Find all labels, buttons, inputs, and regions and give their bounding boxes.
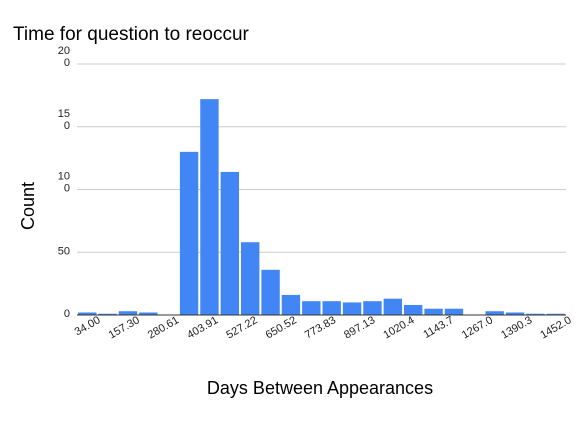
bar xyxy=(180,152,198,315)
bars xyxy=(78,99,565,315)
x-axis-ticks: 34.00 157.30 280.61 403.91 527.22 650.52 773.8… xyxy=(73,314,574,341)
bar xyxy=(343,302,361,315)
x-tick-label: 280.61 xyxy=(146,314,181,341)
bar xyxy=(363,301,381,315)
y-tick-label: 10 0 xyxy=(58,171,70,195)
y-axis-title: Count xyxy=(18,182,38,230)
y-tick-label: 50 xyxy=(58,245,70,257)
bar xyxy=(200,99,218,315)
x-tick-label: 773.83 xyxy=(303,314,338,341)
bar xyxy=(424,309,442,315)
bar xyxy=(445,309,463,315)
y-tick-label: 20 0 xyxy=(58,45,70,69)
bar xyxy=(302,301,320,315)
x-tick-label: 157.30 xyxy=(107,314,142,341)
bar xyxy=(384,299,402,315)
bar xyxy=(261,270,279,315)
x-tick-label: 1143.7 xyxy=(421,314,455,341)
x-tick-label: 403.91 xyxy=(185,314,220,341)
x-tick-label: 1390.3 xyxy=(499,314,534,341)
x-tick-label: 1267.0 xyxy=(460,314,495,341)
x-tick-label: 650.52 xyxy=(264,314,299,341)
x-tick-label: 897.13 xyxy=(342,314,377,341)
bar xyxy=(241,242,259,315)
x-tick-label: 1020.4 xyxy=(381,314,416,341)
bar xyxy=(221,172,239,315)
x-tick-label: 34.00 xyxy=(73,314,103,338)
x-axis-title: Days Between Appearances xyxy=(207,378,433,398)
bar xyxy=(323,301,341,315)
x-tick-label: 527.22 xyxy=(224,314,259,341)
gridlines xyxy=(77,64,566,252)
x-tick-label: 1452.0 xyxy=(538,314,573,341)
chart-title: Time for question to reoccur xyxy=(13,24,250,45)
bar xyxy=(404,305,422,315)
y-tick-label: 0 xyxy=(64,308,70,320)
bar xyxy=(282,295,300,315)
y-tick-label: 15 0 xyxy=(58,108,70,132)
y-axis-ticks: 0 50 10 0 15 0 20 0 xyxy=(58,45,70,320)
